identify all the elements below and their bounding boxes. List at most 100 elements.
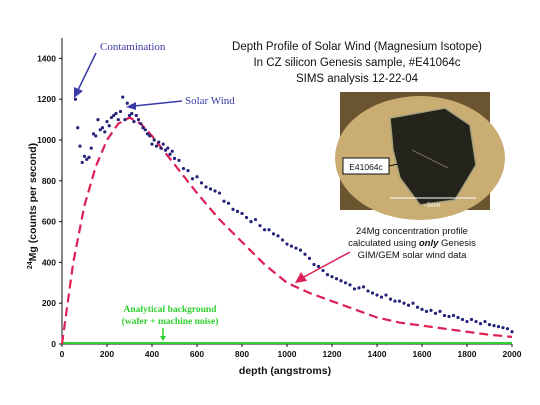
data-point xyxy=(125,101,129,105)
x-tick-label: 200 xyxy=(100,349,114,359)
data-point xyxy=(112,113,116,118)
data-point xyxy=(379,295,384,299)
data-point xyxy=(388,297,393,301)
data-point xyxy=(456,315,460,320)
data-point xyxy=(186,169,190,173)
profile-note-line-3: GIM/GEM solar wind data xyxy=(358,250,467,261)
data-point xyxy=(330,275,334,279)
data-point xyxy=(136,118,141,122)
data-point xyxy=(325,273,330,277)
data-point xyxy=(82,154,87,158)
data-point xyxy=(107,124,111,128)
annotation-contamination: Contamination xyxy=(74,41,166,98)
y-axis-label-text: Mg (counts per second) xyxy=(27,143,39,261)
data-point xyxy=(298,248,303,252)
data-point xyxy=(312,262,316,267)
data-point xyxy=(487,323,492,327)
data-point xyxy=(366,289,370,293)
title-line-3: SIMS analysis 12-22-04 xyxy=(296,73,419,85)
sample-label-pointer xyxy=(388,163,399,167)
data-point xyxy=(348,283,352,287)
data-point xyxy=(168,152,172,156)
data-point xyxy=(98,128,102,132)
data-point xyxy=(303,252,307,256)
data-point xyxy=(361,285,366,289)
chart-title: Depth Profile of Solar Wind (Magnesium I… xyxy=(232,41,482,85)
data-point xyxy=(100,126,105,130)
data-point xyxy=(357,286,361,290)
data-point xyxy=(145,132,150,136)
contamination-label: Contamination xyxy=(100,41,166,53)
data-point xyxy=(474,319,478,324)
y-tick-label: 0 xyxy=(51,339,56,349)
data-point xyxy=(181,166,186,171)
data-point xyxy=(244,215,249,220)
data-point xyxy=(143,128,147,132)
data-point xyxy=(253,217,258,222)
data-point xyxy=(114,111,118,116)
data-point xyxy=(217,191,222,195)
data-point xyxy=(424,309,429,313)
data-point xyxy=(505,327,510,331)
data-point xyxy=(118,109,123,114)
profile-note-pre: calculated using xyxy=(348,238,419,249)
data-point xyxy=(262,228,267,232)
data-point xyxy=(343,281,348,285)
sample-crack xyxy=(411,149,449,169)
data-point xyxy=(280,238,285,242)
data-point xyxy=(321,268,325,273)
annotation-background: Analytical background (wafer + machine n… xyxy=(122,305,219,341)
background-note-line-1: Analytical background xyxy=(124,305,218,315)
profile-note-line-2: calculated using only Genesis xyxy=(348,238,476,249)
data-point xyxy=(442,313,447,318)
profile-note-emphasis: only xyxy=(419,238,439,249)
data-point xyxy=(195,175,199,179)
data-point xyxy=(148,134,152,138)
data-point xyxy=(231,207,235,211)
data-point xyxy=(451,313,456,318)
data-point xyxy=(384,293,388,297)
data-point xyxy=(139,122,143,126)
x-tick-label: 1200 xyxy=(323,349,342,359)
data-point xyxy=(460,317,465,322)
solar-wind-label: Solar Wind xyxy=(185,95,235,107)
x-tick-label: 400 xyxy=(145,349,159,359)
data-point xyxy=(240,211,244,216)
data-point xyxy=(415,305,420,309)
data-point xyxy=(208,187,213,191)
data-point xyxy=(294,246,298,250)
x-tick-label: 1600 xyxy=(413,349,432,359)
data-point xyxy=(109,115,114,120)
x-tick-label: 1800 xyxy=(458,349,477,359)
annotation-solar-wind: Solar Wind xyxy=(126,95,235,110)
y-axis-label-superscript: 24 xyxy=(27,261,34,269)
data-point xyxy=(406,303,411,307)
data-point xyxy=(429,308,433,312)
data-point xyxy=(483,319,487,324)
data-point xyxy=(172,156,177,160)
y-tick-label: 200 xyxy=(42,298,56,308)
data-point xyxy=(316,264,321,269)
data-point xyxy=(420,307,424,311)
x-axis: 0 200 400 600 800 1000 1200 1400 1600 1800 2000 xyxy=(60,343,522,359)
data-point xyxy=(199,181,204,185)
data-point xyxy=(289,244,294,248)
data-point xyxy=(258,224,262,228)
data-point xyxy=(105,120,109,124)
data-point xyxy=(496,325,501,329)
data-point xyxy=(271,232,276,236)
data-point xyxy=(166,146,170,150)
data-point xyxy=(393,299,397,303)
y-tick-label: 1200 xyxy=(37,94,56,104)
photo-scale-label: ~5mm xyxy=(424,203,441,209)
background-note-arrow-head xyxy=(160,336,166,341)
background-note-line-2: (wafer + machine noise) xyxy=(122,316,219,327)
x-tick-label: 1000 xyxy=(278,349,297,359)
solar-wind-arrow-shaft xyxy=(133,100,183,107)
concentration-profile-line xyxy=(60,116,513,345)
data-point xyxy=(121,95,125,99)
title-line-1: Depth Profile of Solar Wind (Magnesium I… xyxy=(232,41,482,53)
data-point xyxy=(150,142,154,146)
data-point xyxy=(397,299,402,303)
data-point xyxy=(177,158,181,162)
